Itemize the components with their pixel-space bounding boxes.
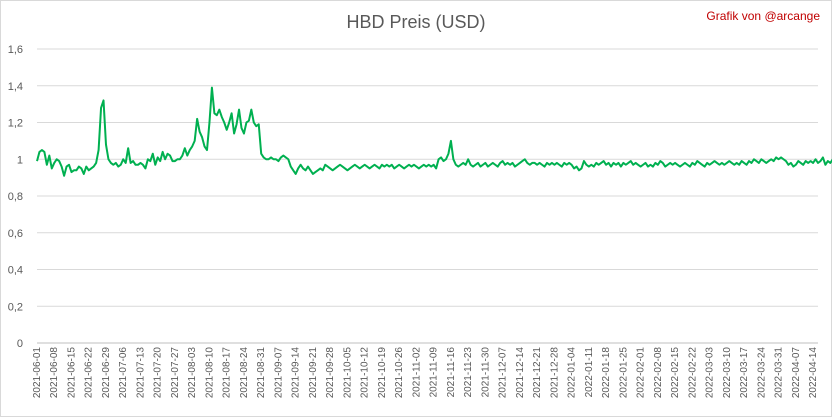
- x-tick-label: 2021-07-13: [135, 347, 146, 399]
- series-group: [36, 86, 832, 177]
- x-tick-label: 2021-10-19: [377, 347, 388, 399]
- x-tick-label: 2021-09-21: [308, 347, 319, 399]
- x-tick-label: 2021-11-02: [411, 347, 422, 398]
- x-tick-label: 2021-10-05: [342, 347, 353, 399]
- x-tick-label: 2021-10-26: [394, 347, 405, 399]
- x-tick-label: 2022-03-24: [756, 347, 767, 399]
- y-tick-label: 0,6: [8, 228, 23, 240]
- y-tick-label: 1: [17, 154, 23, 166]
- x-tick-label: 2022-01-11: [584, 347, 595, 398]
- x-tick-label: 2021-09-28: [325, 347, 336, 399]
- x-tick-label: 2021-08-03: [187, 347, 198, 399]
- x-axis-ticks: 2021-06-01 2021-06-08 2021-06-15 2021-06-22…: [32, 347, 819, 399]
- x-tick-label: 2021-11-23: [463, 347, 474, 398]
- chart-title: HBD Preis (USD): [346, 12, 486, 32]
- y-axis-ticks: 0 0,2 0,4 0,6 0,8 1 1,2 1,4 1,6: [8, 44, 23, 350]
- x-tick-label: 2021-09-07: [273, 347, 284, 399]
- x-tick-label: 2021-11-16: [446, 347, 457, 398]
- x-tick-label: 2022-03-17: [739, 347, 750, 399]
- y-tick-label: 0,2: [8, 301, 23, 313]
- x-tick-label: 2022-01-04: [567, 347, 578, 399]
- x-tick-label: 2021-08-24: [239, 347, 250, 399]
- x-tick-label: 2022-01-18: [601, 347, 612, 399]
- x-tick-label: 2021-12-28: [549, 347, 560, 399]
- x-tick-label: 2022-01-25: [618, 347, 629, 399]
- y-tick-label: 1,2: [8, 118, 23, 130]
- x-tick-label: 2021-06-22: [84, 347, 95, 399]
- x-tick-label: 2022-02-15: [670, 347, 681, 399]
- x-tick-label: 2022-03-03: [705, 347, 716, 399]
- x-tick-label: 2021-09-14: [291, 347, 302, 399]
- x-tick-label: 2021-12-07: [498, 347, 509, 399]
- x-tick-label: 2021-06-01: [32, 347, 43, 399]
- x-tick-label: 2021-12-21: [532, 347, 543, 399]
- x-tick-label: 2021-08-17: [222, 347, 233, 399]
- x-tick-label: 2022-03-31: [774, 347, 785, 399]
- x-tick-label: 2022-03-10: [722, 347, 733, 399]
- x-tick-label: 2022-04-14: [808, 347, 819, 399]
- x-tick-label: 2021-07-27: [170, 347, 181, 399]
- gridlines: [37, 48, 818, 344]
- x-tick-label: 2021-06-08: [49, 347, 60, 399]
- y-tick-label: 0: [17, 338, 23, 350]
- x-tick-label: 2021-08-10: [204, 347, 215, 399]
- y-tick-label: 1,4: [8, 81, 23, 93]
- y-tick-label: 1,6: [8, 44, 23, 56]
- x-tick-label: 2021-08-31: [256, 347, 267, 399]
- x-tick-label: 2021-10-12: [360, 347, 371, 399]
- x-tick-label: 2022-04-07: [791, 347, 802, 399]
- x-tick-label: 2022-02-01: [636, 347, 647, 399]
- y-tick-label: 0,8: [8, 191, 23, 203]
- x-tick-label: 2021-11-09: [429, 347, 440, 398]
- x-tick-label: 2022-02-08: [653, 347, 664, 399]
- x-tick-label: 2021-06-15: [66, 347, 77, 399]
- y-tick-label: 0,4: [8, 265, 23, 277]
- x-tick-label: 2021-12-14: [515, 347, 526, 399]
- x-tick-label: 2022-02-22: [687, 347, 698, 399]
- series-line: [36, 86, 832, 177]
- chart-credit: Grafik von @arcange: [706, 9, 820, 23]
- x-tick-label: 2021-11-30: [480, 347, 491, 398]
- x-tick-label: 2021-07-20: [153, 347, 164, 399]
- x-tick-label: 2021-07-06: [118, 347, 129, 399]
- x-tick-label: 2021-06-29: [101, 347, 112, 399]
